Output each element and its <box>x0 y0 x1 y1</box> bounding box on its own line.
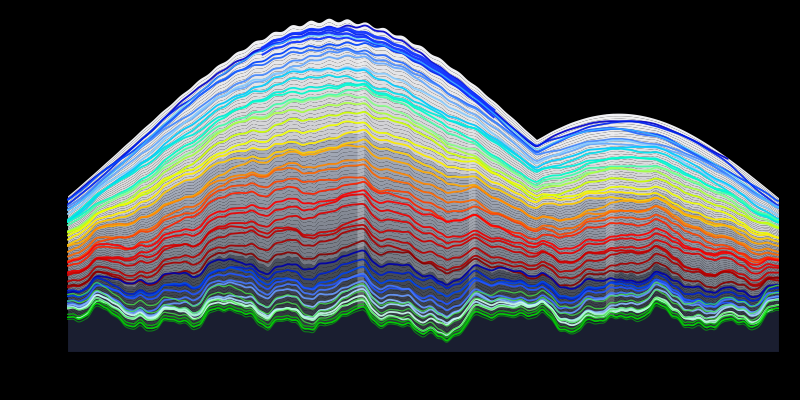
X-axis label: Distance (km): Distance (km) <box>374 380 471 394</box>
Y-axis label: Elevation (m): Elevation (m) <box>6 132 19 226</box>
